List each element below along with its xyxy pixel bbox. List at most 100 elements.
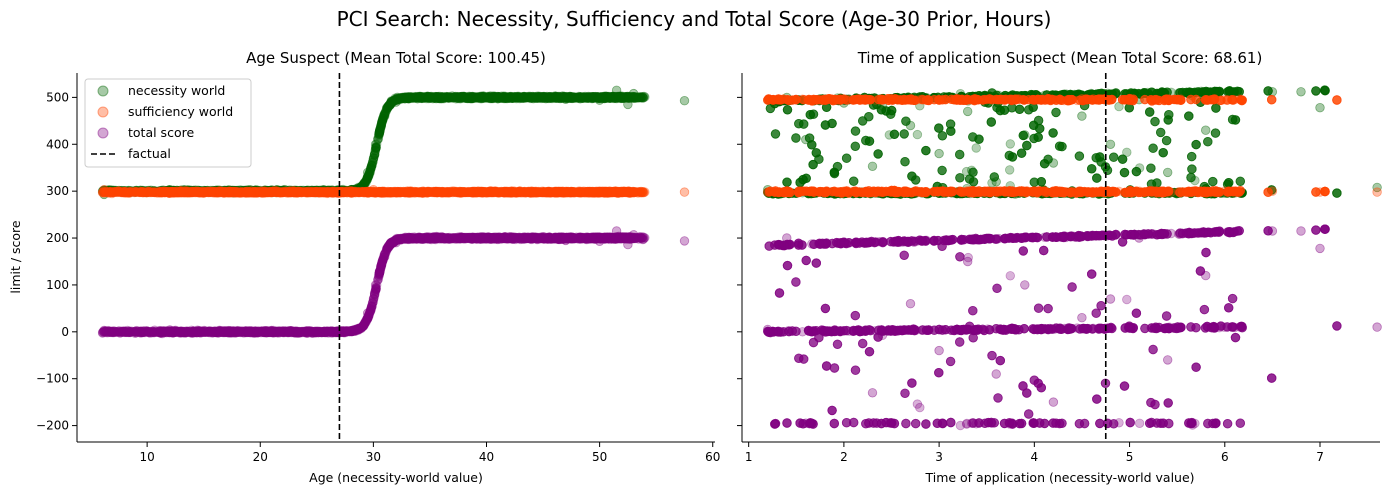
left-point-necessity	[216, 185, 227, 196]
left-point-necessity	[508, 92, 519, 102]
left-point-necessity	[567, 93, 577, 103]
left-point-necessity	[611, 85, 622, 96]
left-point-necessity	[516, 92, 526, 102]
left-point-necessity	[256, 186, 267, 196]
left-point-necessity	[628, 88, 639, 99]
left-point-necessity	[506, 91, 516, 102]
left-point-necessity	[438, 93, 449, 103]
left-series-sufficiency	[97, 184, 690, 199]
left-point-necessity	[539, 93, 549, 104]
left-point-necessity	[193, 186, 204, 196]
left-point-necessity	[319, 186, 330, 196]
left-point-necessity	[485, 92, 495, 102]
left-point-necessity	[493, 92, 503, 102]
left-panel-title: Age Suspect (Mean Total Score: 100.45)	[246, 49, 546, 67]
left-point-necessity	[607, 92, 617, 103]
left-point-necessity	[524, 92, 535, 102]
left-point-necessity	[536, 92, 546, 103]
left-point-necessity	[179, 185, 190, 195]
left-point-necessity	[679, 95, 690, 106]
left-point-necessity	[594, 95, 605, 105]
left-point-necessity	[557, 92, 568, 102]
left-point-necessity	[377, 117, 387, 127]
left-point-necessity	[186, 185, 197, 196]
left-point-necessity	[423, 93, 434, 104]
left-point-necessity	[500, 93, 510, 103]
left-series-necessity	[97, 85, 690, 200]
left-point-necessity	[374, 126, 385, 137]
left-point-necessity	[253, 187, 264, 198]
left-point-necessity	[590, 92, 601, 103]
left-point-necessity	[216, 187, 227, 197]
left-point-necessity	[267, 186, 277, 196]
left-point-necessity	[193, 186, 203, 196]
left-points	[97, 85, 690, 339]
left-point-necessity	[580, 92, 590, 102]
left-point-necessity	[164, 186, 175, 196]
left-point-necessity	[544, 92, 554, 102]
left-point-necessity	[552, 92, 563, 103]
left-point-necessity	[190, 185, 201, 195]
left-point-necessity	[637, 91, 648, 102]
left-point-necessity	[405, 92, 416, 103]
left-point-necessity	[245, 185, 256, 196]
left-point-necessity	[298, 185, 309, 196]
left-point-necessity	[318, 185, 328, 196]
left-point-necessity	[363, 167, 373, 178]
left-point-necessity	[292, 186, 302, 197]
left-point-necessity	[553, 93, 563, 103]
left-point-necessity	[307, 185, 317, 196]
left-point-necessity	[529, 92, 539, 102]
left-point-necessity	[623, 99, 633, 110]
left-panel: Age Suspect (Mean Total Score: 100.45) 1…	[8, 49, 720, 485]
left-point-necessity	[501, 92, 512, 102]
left-point-necessity	[346, 184, 356, 195]
left-point-necessity	[478, 92, 488, 103]
left-point-necessity	[361, 175, 371, 186]
left-point-necessity	[460, 92, 471, 102]
left-point-necessity	[311, 185, 321, 196]
left-point-necessity	[465, 92, 475, 102]
left-point-necessity	[296, 186, 306, 196]
left-point-necessity	[483, 92, 493, 103]
left-point-necessity	[185, 185, 195, 195]
left-point-necessity	[449, 92, 459, 102]
left-point-necessity	[575, 92, 585, 103]
left-point-necessity	[628, 91, 638, 102]
left-point-necessity	[175, 185, 185, 196]
left-point-necessity	[370, 139, 381, 150]
left-point-necessity	[459, 91, 469, 102]
left-point-necessity	[425, 93, 435, 104]
left-point-necessity	[383, 102, 393, 113]
left-point-necessity	[279, 186, 289, 196]
left-point-necessity	[580, 91, 590, 102]
left-point-necessity	[527, 92, 537, 103]
left-point-necessity	[307, 186, 317, 196]
left-point-necessity	[243, 186, 254, 196]
left-point-necessity	[357, 180, 368, 191]
left-point-necessity	[215, 186, 226, 197]
left-point-necessity	[619, 92, 630, 102]
left-point-necessity	[526, 92, 537, 102]
left-point-necessity	[204, 186, 214, 196]
left-point-necessity	[414, 92, 425, 103]
left-point-necessity	[562, 93, 572, 103]
left-point-necessity	[507, 92, 518, 102]
left-point-necessity	[368, 155, 378, 165]
left-point-necessity	[493, 94, 503, 104]
left-point-necessity	[576, 93, 586, 103]
left-point-necessity	[197, 186, 207, 196]
left-point-necessity	[289, 187, 300, 197]
figure-title: PCI Search: Necessity, Sufficiency and T…	[337, 7, 1052, 31]
left-point-necessity	[286, 186, 296, 197]
left-point-necessity	[123, 187, 134, 197]
left-point-necessity	[322, 186, 333, 196]
left-point-necessity	[590, 92, 601, 103]
left-point-necessity	[241, 186, 252, 197]
left-point-necessity	[478, 93, 488, 103]
left-point-necessity	[165, 187, 176, 197]
left-point-necessity	[391, 97, 401, 107]
left-point-necessity	[621, 92, 632, 102]
left-point-necessity	[483, 91, 493, 102]
